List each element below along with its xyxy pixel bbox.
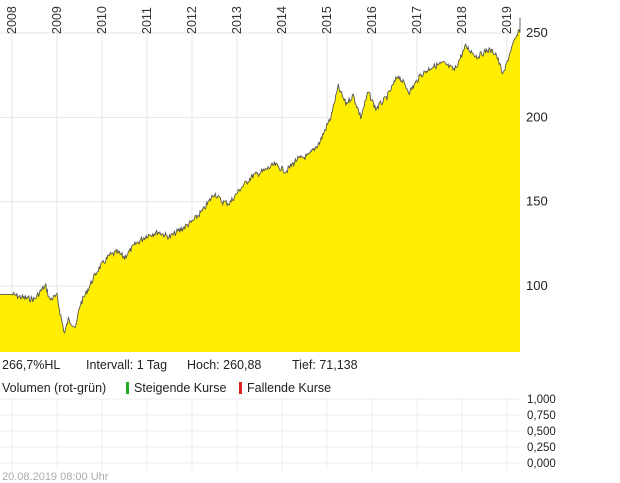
rising-legend-label: Steigende Kurse	[134, 381, 226, 395]
price-tick-label: 100	[526, 278, 548, 293]
volume-tick-label: 0,000	[527, 458, 556, 470]
year-label: 2017	[410, 6, 424, 34]
year-label: 2013	[230, 6, 244, 34]
volume-tick-label: 1,000	[527, 394, 556, 406]
year-label: 2008	[5, 6, 19, 34]
volume-tick-label: 0,500	[527, 426, 556, 438]
price-tick-label: 250	[526, 25, 548, 40]
price-area	[0, 17, 520, 352]
falling-legend-label: Fallende Kurse	[247, 381, 331, 395]
year-label: 2012	[185, 6, 199, 34]
year-axis-labels: 2008 2009 2010 2011 2012 2013 2014 2015 2016 2017…	[5, 6, 514, 34]
timestamp: 20.08.2019 08:00 Uhr	[2, 471, 109, 483]
volume-axis-labels: 1,000 0,750 0,500 0,250 0,000	[527, 394, 556, 470]
volume-tick-label: 0,250	[527, 442, 556, 454]
year-label: 2010	[95, 6, 109, 34]
volume-tick-label: 0,750	[527, 410, 556, 422]
change-label: 266,7%HL	[2, 358, 60, 372]
price-tick-label: 200	[526, 109, 548, 124]
volume-title: Volumen (rot-grün)	[2, 381, 106, 395]
falling-legend-swatch	[239, 382, 242, 394]
interval-label: Intervall: 1 Tag	[86, 358, 167, 372]
year-label: 2015	[320, 6, 334, 34]
price-tick-label: 150	[526, 194, 548, 209]
rising-legend-swatch	[126, 382, 129, 394]
year-label: 2016	[365, 6, 379, 34]
year-label: 2011	[140, 7, 154, 34]
year-label: 2009	[50, 6, 64, 34]
year-label: 2018	[455, 6, 469, 34]
price-axis-labels: 100 150 200 250	[526, 25, 548, 293]
volume-grid	[0, 398, 520, 470]
low-label: Tief: 71,138	[292, 358, 358, 372]
price-line	[0, 17, 521, 334]
high-label: Hoch: 260,88	[187, 358, 261, 372]
year-label: 2014	[275, 6, 289, 34]
year-label: 2019	[500, 6, 514, 34]
